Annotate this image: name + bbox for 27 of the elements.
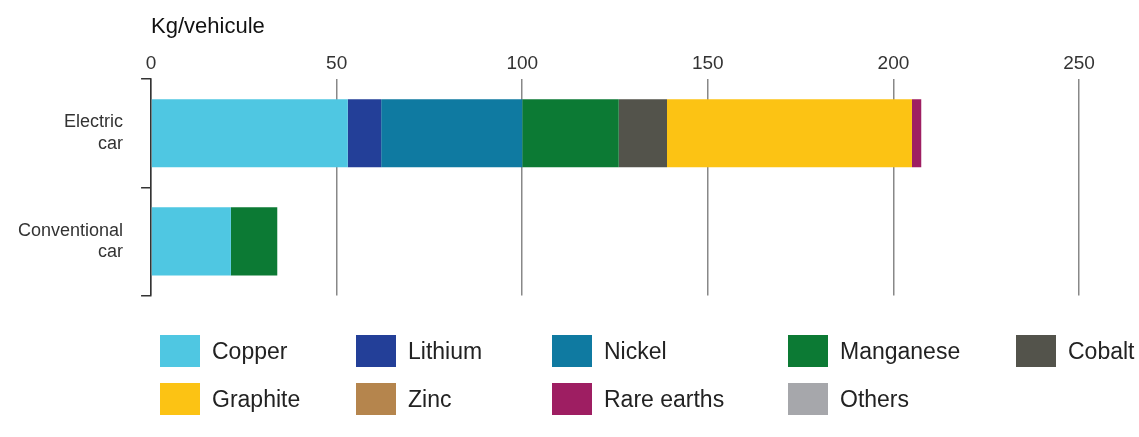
x-tick-label: 50	[326, 52, 348, 74]
x-tick-label: 0	[145, 52, 157, 74]
legend-label: Graphite	[212, 385, 301, 413]
legend-label: Rare earths	[604, 385, 725, 413]
bar	[151, 207, 231, 276]
x-tick-label: 150	[691, 52, 724, 74]
x-tick-label: 200	[877, 52, 910, 74]
bar	[618, 99, 667, 168]
legend-label: Copper	[212, 337, 288, 365]
legend-label: Lithium	[408, 337, 483, 365]
bar	[667, 99, 912, 168]
legend-label: Zinc	[408, 385, 452, 413]
x-tick-label: 250	[1063, 52, 1095, 74]
x-axis-title: Kg/vehicule	[151, 13, 265, 39]
bar	[347, 99, 382, 168]
bar	[522, 99, 619, 168]
legend-label: Nickel	[604, 337, 667, 365]
bar	[151, 99, 348, 168]
legend-label: Manganese	[840, 337, 961, 365]
bar	[911, 99, 922, 168]
bar	[381, 99, 523, 168]
y-tick-label: Electric car	[64, 111, 124, 154]
y-tick-label: Conventional car	[18, 219, 124, 262]
legend-label: Cobalt	[1068, 337, 1135, 365]
legend-label: Others	[840, 385, 910, 413]
x-tick-label: 100	[506, 52, 539, 74]
bar	[230, 207, 278, 276]
